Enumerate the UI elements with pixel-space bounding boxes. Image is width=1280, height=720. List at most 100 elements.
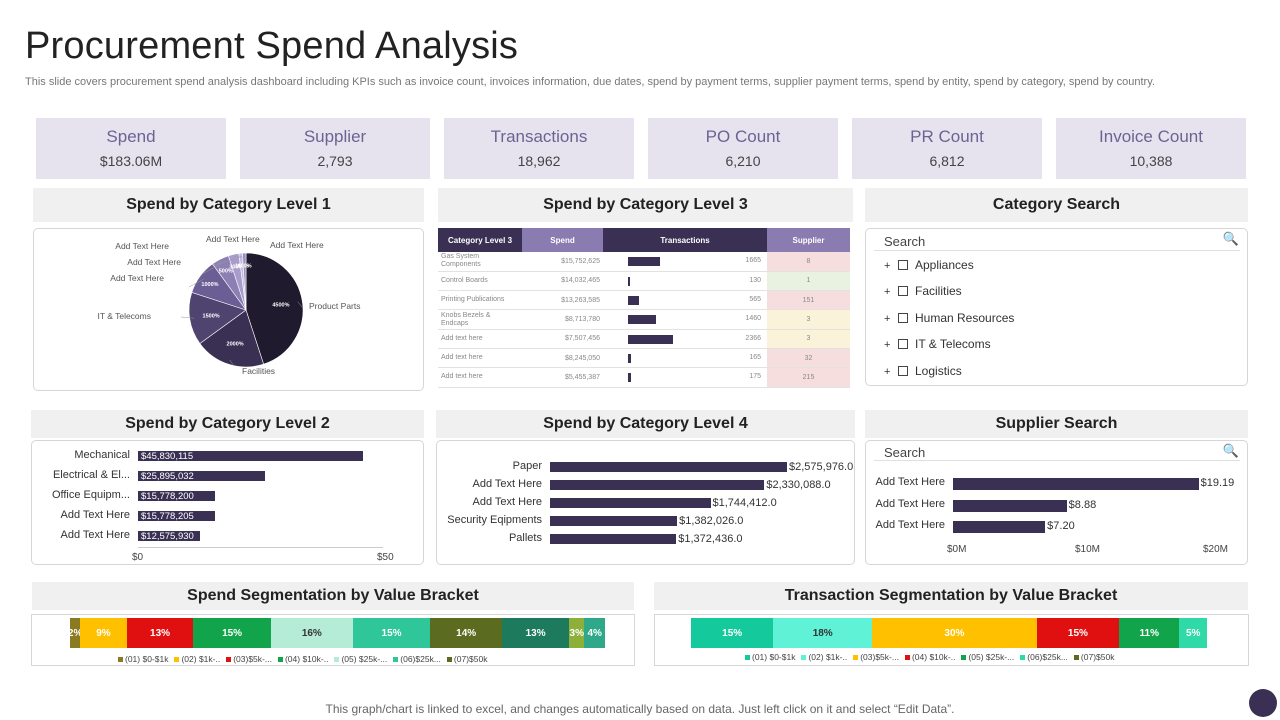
legend-item: (07)$50k [446, 654, 487, 664]
expand-plus-icon[interactable]: + [884, 260, 891, 272]
segment: 14% [430, 618, 503, 648]
kpi-value: 2,793 [317, 153, 353, 169]
expand-plus-icon[interactable]: + [884, 312, 891, 325]
legend-label: (02) $1k-.. [808, 652, 848, 662]
segment: 13% [502, 618, 570, 648]
supplier-cell: 8 [767, 252, 850, 272]
page-title: Procurement Spend Analysis [25, 25, 519, 67]
checkbox[interactable] [898, 365, 908, 376]
trans-seg-panel: 15% 18% 30% 15% 11% 5% (01) $0-$1k (02) $1k-..… [654, 614, 1249, 666]
kpi-supplier: Supplier 2,793 [240, 118, 430, 179]
category-search-item-label: Human Resources [915, 310, 1015, 325]
checkbox[interactable] [898, 312, 908, 323]
legend-swatch [334, 656, 340, 662]
transactions-cell: 130 [603, 271, 767, 292]
segment: 15% [1036, 618, 1120, 648]
category-name-cell: Printing Publications [438, 290, 522, 311]
category-name-cell: Knobs Bezels & Endcaps [438, 309, 522, 330]
legend-swatch [961, 654, 967, 660]
segment: 9% [80, 618, 127, 648]
spend-cell: $5,455,387 [522, 367, 603, 388]
kpi-label: PR Count [910, 127, 984, 146]
category-search-item[interactable]: + Logistics [884, 364, 962, 378]
legend-label: (07)$50k [1080, 652, 1115, 662]
legend-item: (06)$25k... [1020, 652, 1068, 662]
table-header-cell: Spend [522, 228, 603, 252]
pie-leader-line [213, 258, 235, 266]
category-search-item[interactable]: + Facilities [884, 284, 962, 298]
kpi-label: Spend [106, 127, 156, 146]
brand-logo-circle [1249, 689, 1277, 717]
level2-header: Spend by Category Level 2 [31, 410, 424, 438]
pie-leader-line [188, 278, 204, 288]
legend-label: (05) $25k-... [968, 652, 1015, 662]
category-search-item[interactable]: + IT & Telecoms [884, 337, 991, 351]
pie-slice-value: 300% [229, 265, 243, 271]
supplier-search-panel: Search 🔍 Add Text Here $19.19 Add Text Her… [865, 440, 1248, 565]
level1-header: Spend by Category Level 1 [33, 188, 424, 222]
category-search-item[interactable]: + Appliances [884, 258, 974, 272]
bar [953, 499, 1067, 512]
supplier-cell: 32 [767, 348, 850, 369]
search-icon[interactable]: 🔍 [1222, 443, 1239, 458]
checkbox[interactable] [898, 286, 908, 297]
segment: 2% [70, 618, 81, 648]
pie-slice [242, 252, 247, 311]
transactions-bar [628, 353, 632, 363]
bar-value-label: $7.20 [1047, 520, 1075, 532]
bar-value-label: $25,895,032 [141, 470, 194, 482]
level4-header: Spend by Category Level 4 [436, 410, 855, 438]
supplier-search-input[interactable]: Search [874, 444, 1240, 461]
transactions-value: 565 [749, 296, 761, 304]
legend-swatch [1020, 654, 1026, 660]
transactions-bar [628, 296, 639, 306]
checkbox[interactable] [898, 260, 908, 270]
pie-slice-value: 1000% [201, 282, 218, 288]
pie-slice [245, 252, 304, 365]
search-icon[interactable]: 🔍 [1222, 231, 1239, 246]
bar [953, 478, 1199, 490]
kpi-label: PO Count [705, 127, 781, 146]
x-axis-tick: $20M [1203, 544, 1229, 555]
expand-plus-icon[interactable]: + [884, 365, 891, 378]
pie-slice-label: Facilities [242, 366, 275, 376]
expand-plus-icon[interactable]: + [884, 286, 891, 299]
category-search-item-label: Appliances [915, 258, 974, 272]
category-search-input[interactable]: Search [874, 233, 1240, 251]
checkbox[interactable] [898, 339, 908, 350]
transactions-cell: 2366 [603, 329, 767, 349]
page-subtitle: This slide covers procurement spend anal… [25, 76, 1155, 88]
kpi-spend: Spend $183.06M [36, 118, 226, 179]
legend-swatch [393, 656, 399, 662]
kpi-po-count: PO Count 6,210 [648, 118, 838, 179]
bar-category-label: Add Text Here [60, 529, 130, 541]
supplier-cell: 3 [767, 309, 850, 330]
bar-category-label: Add Text Here [875, 519, 945, 531]
bar [953, 521, 1046, 533]
bar [550, 462, 787, 472]
table-row: Add text here $8,245,050 165 32 [438, 348, 850, 369]
bar [138, 511, 216, 521]
pie-slice-value: 1500% [203, 314, 220, 320]
expand-plus-icon[interactable]: + [884, 339, 891, 352]
category-search-header: Category Search [865, 188, 1248, 222]
transactions-value: 130 [749, 276, 761, 284]
legend-label: (02) $1k-.. [181, 654, 221, 664]
category-search-item[interactable]: + Human Resources [884, 311, 1014, 325]
bar-category-label: Electrical & El... [52, 469, 130, 481]
legend-swatch [277, 656, 283, 662]
category-name-cell: Control Boards [438, 271, 522, 292]
spend-cell: $15,752,625 [522, 252, 603, 272]
bar [550, 534, 677, 544]
pie-slice-value: 100% [235, 264, 249, 270]
bar-value-label: $1,382,026.0 [679, 515, 744, 527]
segment: 15% [193, 618, 271, 648]
pie-slice-value: 4500% [272, 303, 289, 309]
transactions-cell: 165 [603, 348, 767, 369]
legend-swatch [1073, 654, 1079, 660]
category-name-cell: Add text here [438, 348, 522, 369]
bar-value-label: $45,830,115 [141, 450, 194, 462]
table-row: Knobs Bezels & Endcaps $8,713,780 1460 3 [438, 309, 850, 330]
bar-category-label: Add Text Here [60, 509, 130, 521]
spend-seg-header: Spend Segmentation by Value Bracket [32, 582, 634, 610]
